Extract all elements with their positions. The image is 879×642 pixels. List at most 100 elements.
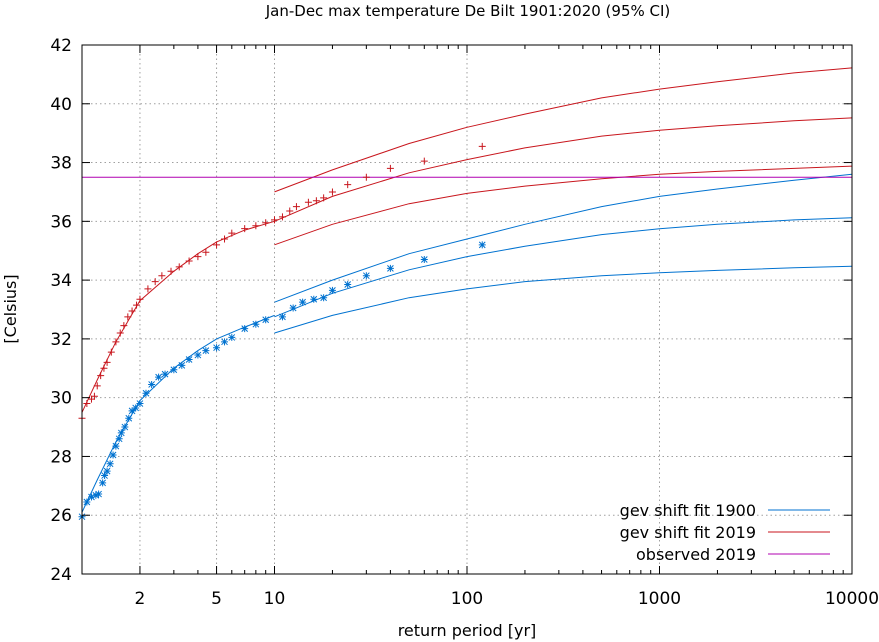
obs-point-2019 — [128, 307, 136, 315]
obs-point-1900 — [213, 344, 221, 352]
obs-point-1900 — [115, 435, 123, 443]
x-tick-label: 10000 — [825, 589, 879, 609]
obs-point-1900 — [87, 493, 95, 501]
obs-point-1900 — [178, 361, 186, 369]
obs-point-2019 — [320, 194, 328, 202]
gev-shift-fit-2019-ci-low-line — [274, 165, 853, 246]
obs-point-2019 — [185, 257, 193, 265]
y-tick-label: 32 — [50, 330, 72, 350]
obs-point-1900 — [478, 241, 486, 249]
obs-point-2019 — [213, 241, 221, 249]
obs-point-2019 — [328, 188, 336, 196]
y-tick-label: 28 — [50, 447, 72, 467]
gev-shift-fit-2019-ci-high-line — [274, 67, 853, 193]
obs-point-1900 — [103, 467, 111, 475]
obs-point-2019 — [97, 372, 105, 380]
obs-point-2019 — [116, 329, 124, 337]
y-tick-label: 34 — [50, 271, 72, 291]
y-tick-label: 30 — [50, 389, 72, 409]
plot-area — [78, 67, 853, 521]
obs-point-2019 — [194, 253, 202, 261]
obs-point-1900 — [148, 380, 156, 388]
obs-point-1900 — [106, 460, 114, 468]
y-tick-label: 42 — [50, 36, 72, 56]
obs-point-1900 — [170, 366, 178, 374]
obs-point-2019 — [312, 197, 320, 205]
obs-point-1900 — [299, 298, 307, 306]
obs-point-2019 — [100, 364, 108, 372]
obs-point-1900 — [117, 429, 125, 437]
obs-point-2019 — [93, 382, 101, 390]
obs-point-1900 — [125, 414, 133, 422]
obs-point-2019 — [286, 207, 294, 215]
obs-point-1900 — [155, 373, 163, 381]
legend-label: gev shift fit 2019 — [620, 523, 756, 542]
legend-label: observed 2019 — [636, 545, 756, 564]
y-tick-label: 40 — [50, 95, 72, 115]
obs-point-2019 — [228, 229, 236, 237]
obs-point-2019 — [144, 285, 152, 293]
obs-point-2019 — [202, 248, 210, 256]
obs-point-2019 — [175, 263, 183, 271]
obs-point-2019 — [167, 267, 175, 275]
gev-shift-fit-2019-ci-mid-line — [274, 117, 853, 222]
obs-point-1900 — [101, 472, 109, 480]
obs-point-1900 — [202, 347, 210, 355]
x-tick-label: 5 — [211, 589, 222, 609]
obs-point-2019 — [87, 395, 95, 403]
obs-point-2019 — [120, 322, 128, 330]
obs-point-1900 — [289, 304, 297, 312]
gev-shift-fit-1900-ci-mid-line — [274, 217, 853, 318]
x-tick-label: 1000 — [638, 589, 681, 609]
obs-point-2019 — [83, 400, 91, 408]
gev-shift-fit-1900-ci-low-line — [274, 265, 853, 334]
obs-point-1900 — [185, 355, 193, 363]
obs-point-2019 — [252, 222, 260, 230]
obs-point-2019 — [124, 313, 132, 321]
legend: gev shift fit 1900 gev shift fit 2019 obse… — [620, 501, 830, 564]
obs-point-2019 — [386, 164, 394, 172]
y-tick-label: 24 — [50, 565, 72, 585]
obs-point-1900 — [362, 272, 370, 280]
obs-point-2019 — [103, 358, 111, 366]
gev-shift-fit-1900-ci-high-line — [274, 173, 853, 303]
obs-point-1900 — [92, 491, 100, 499]
obs-point-1900 — [386, 264, 394, 272]
obs-point-1900 — [121, 423, 129, 431]
y-tick-label: 38 — [50, 154, 72, 174]
obs-point-1900 — [136, 400, 144, 408]
obs-point-1900 — [112, 442, 120, 450]
obs-point-2019 — [478, 142, 486, 150]
obs-point-2019 — [420, 157, 428, 165]
obs-point-2019 — [136, 295, 144, 303]
obs-point-2019 — [158, 272, 166, 280]
obs-point-2019 — [362, 173, 370, 181]
obs-point-1900 — [142, 389, 150, 397]
obs-point-2019 — [221, 235, 229, 243]
obs-point-2019 — [112, 338, 120, 346]
obs-point-2019 — [90, 392, 98, 400]
axis-ticks: 24 26 28 30 32 34 36 38 40 42 2 5 10 100 1000 10000 — [50, 36, 879, 609]
obs-point-1900 — [99, 479, 107, 487]
obs-point-1900 — [228, 333, 236, 341]
y-axis-label: [Celsius] — [1, 274, 20, 343]
y-tick-label: 36 — [50, 212, 72, 232]
obs-point-1900 — [109, 451, 117, 459]
obs-point-1900 — [241, 325, 249, 333]
obs-point-1900 — [221, 338, 229, 346]
obs-point-2019 — [107, 348, 115, 356]
obs-point-1900 — [278, 313, 286, 321]
obs-point-2019 — [304, 198, 312, 206]
chart-title: Jan-Dec max temperature De Bilt 1901:202… — [265, 2, 671, 20]
obs-point-2019 — [271, 216, 278, 224]
obs-point-1900 — [161, 370, 169, 378]
obs-point-1900 — [194, 351, 202, 359]
obs-point-1900 — [328, 286, 336, 294]
obs-point-2019 — [344, 181, 352, 189]
obs-point-2019 — [133, 301, 141, 309]
x-tick-label: 2 — [135, 589, 146, 609]
y-tick-label: 26 — [50, 506, 72, 526]
obs-point-2019 — [278, 213, 286, 221]
obs-point-1900 — [95, 490, 103, 498]
